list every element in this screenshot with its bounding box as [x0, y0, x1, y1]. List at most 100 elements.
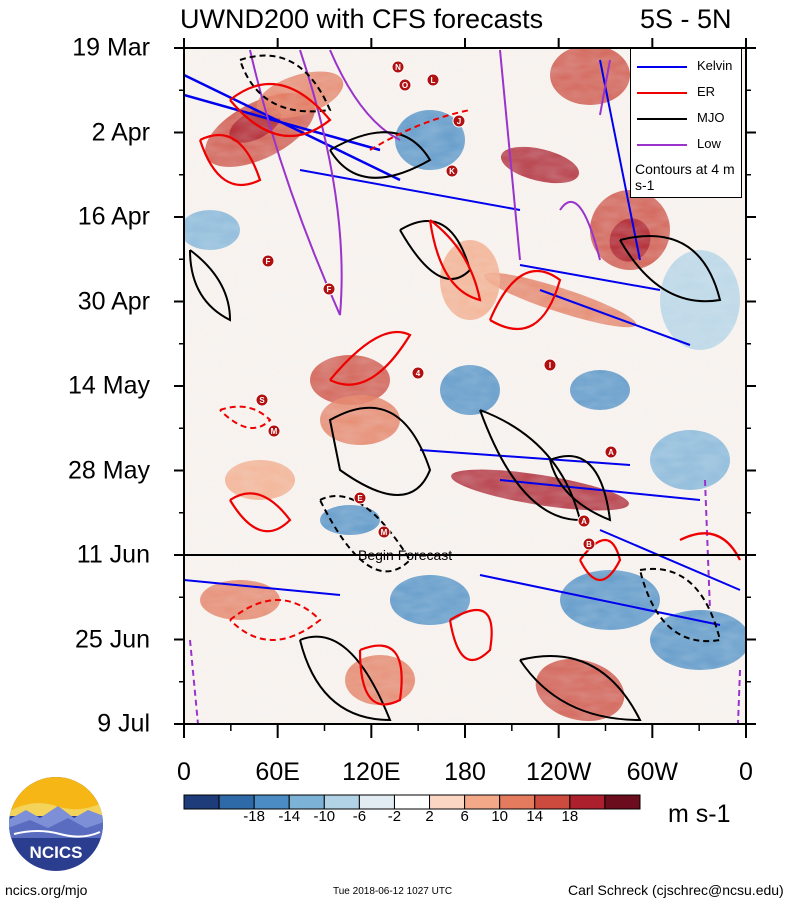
svg-text:F: F	[266, 257, 271, 266]
contour-line	[189, 249, 232, 322]
legend-label-er: ER	[697, 84, 716, 99]
storm-marker: A	[604, 445, 618, 459]
chart-title: UWND200 with CFS forecasts	[180, 4, 544, 34]
colorbar-swatch	[499, 794, 536, 810]
colorbar-swatch	[569, 794, 606, 810]
colorbar-label: 6	[460, 808, 469, 825]
contour-line	[319, 495, 412, 573]
footer-timestamp: Tue 2018-06-12 1027 UTC	[333, 886, 453, 897]
begin-forecast-label: Begin Forecast	[358, 547, 453, 563]
colorbar-label: -14	[278, 808, 301, 825]
contour-line	[559, 200, 601, 261]
y-tick-label: 30 Apr	[77, 287, 150, 315]
svg-text:O: O	[402, 81, 408, 90]
legend-item-er: ER	[631, 83, 741, 103]
colorbar-label: 10	[491, 808, 509, 825]
x-tick-label: 180	[444, 758, 486, 786]
legend-swatch-low	[637, 144, 687, 146]
contour-line	[499, 49, 521, 261]
contour-line	[239, 54, 332, 113]
svg-text:E: E	[357, 494, 363, 503]
contour-line	[519, 264, 661, 291]
svg-text:M: M	[381, 528, 388, 537]
colorbar-swatch	[358, 794, 395, 810]
contour-line	[448, 609, 493, 661]
contour-line	[519, 655, 642, 722]
y-tick-label: 25 Jun	[74, 625, 150, 653]
contour-line	[369, 109, 471, 151]
x-tick-label: 0	[739, 758, 753, 786]
storm-marker: K	[445, 164, 459, 178]
contour-line	[229, 492, 292, 533]
contour-line	[599, 59, 641, 261]
legend: Kelvin ER MJO Low Contours at 4 m s-1	[630, 48, 742, 198]
colorbar-units: m s-1	[668, 800, 731, 828]
contour-line	[539, 289, 691, 346]
y-tick-label: 19 Mar	[72, 33, 150, 62]
colorbar-swatch	[253, 794, 290, 810]
storm-marker: 4	[411, 366, 425, 380]
storm-marker: L	[426, 73, 440, 87]
legend-swatch-er	[637, 92, 687, 94]
storm-marker: I	[543, 358, 557, 372]
svg-text:N: N	[395, 63, 401, 72]
svg-text:4: 4	[416, 369, 421, 378]
contour-line	[189, 639, 199, 724]
svg-text:I: I	[549, 361, 551, 370]
contour-line	[229, 82, 332, 138]
footer-site[interactable]: ncics.org/mjo	[5, 882, 88, 898]
logo-text: NCICS	[30, 843, 83, 862]
x-tick-label: 120W	[526, 758, 592, 786]
contour-line	[329, 49, 401, 141]
legend-note: Contours at 4 m s-1	[635, 161, 735, 193]
contour-line	[299, 169, 521, 211]
legend-item-kelvin: Kelvin	[631, 57, 741, 77]
legend-label-low: Low	[697, 136, 721, 151]
contour-line	[704, 479, 711, 611]
contour-line	[184, 579, 341, 596]
contour-line	[328, 406, 432, 496]
storm-marker: N	[391, 60, 405, 74]
svg-text:K: K	[449, 167, 455, 176]
colorbar-label: -6	[352, 808, 367, 825]
contour-line	[219, 405, 272, 429]
contour-line	[299, 635, 392, 722]
contour-line	[499, 479, 701, 501]
contour-line	[679, 532, 741, 561]
contour-line	[639, 567, 722, 643]
contour-line	[358, 644, 403, 706]
x-tick-label: 120E	[342, 758, 401, 786]
contour-line	[419, 449, 631, 466]
storm-marker: E	[353, 491, 367, 505]
contour-line	[198, 134, 262, 186]
contour-line	[579, 539, 622, 581]
svg-text:B: B	[586, 540, 592, 549]
y-tick-label: 14 May	[68, 371, 150, 400]
chart-region: 5S - 5N	[640, 4, 732, 34]
contour-line	[329, 131, 432, 179]
colorbar-swatch	[429, 794, 466, 810]
colorbar-label: 2	[425, 808, 434, 825]
x-tick-label: 60W	[626, 758, 679, 786]
colorbar-swatch	[464, 794, 501, 810]
contour-line	[184, 73, 401, 182]
contour-line	[737, 669, 741, 724]
svg-text:M: M	[271, 427, 278, 436]
svg-text:S: S	[259, 396, 265, 405]
contour-line	[428, 219, 482, 302]
colorbar-swatch	[393, 794, 431, 810]
colorbar-label: -18	[243, 808, 265, 825]
storm-marker: O	[398, 78, 412, 92]
colorbar-swatch	[183, 794, 220, 810]
storm-marker: B	[582, 537, 596, 551]
contour-line	[619, 235, 722, 303]
y-tick-label: 9 Jul	[97, 709, 150, 738]
storm-marker: M	[267, 424, 281, 438]
y-tick-label: 16 Apr	[77, 202, 150, 231]
svg-text:J: J	[457, 117, 461, 126]
svg-text:A: A	[608, 448, 614, 457]
colorbar-swatch	[604, 794, 641, 810]
contour-line	[599, 529, 741, 591]
